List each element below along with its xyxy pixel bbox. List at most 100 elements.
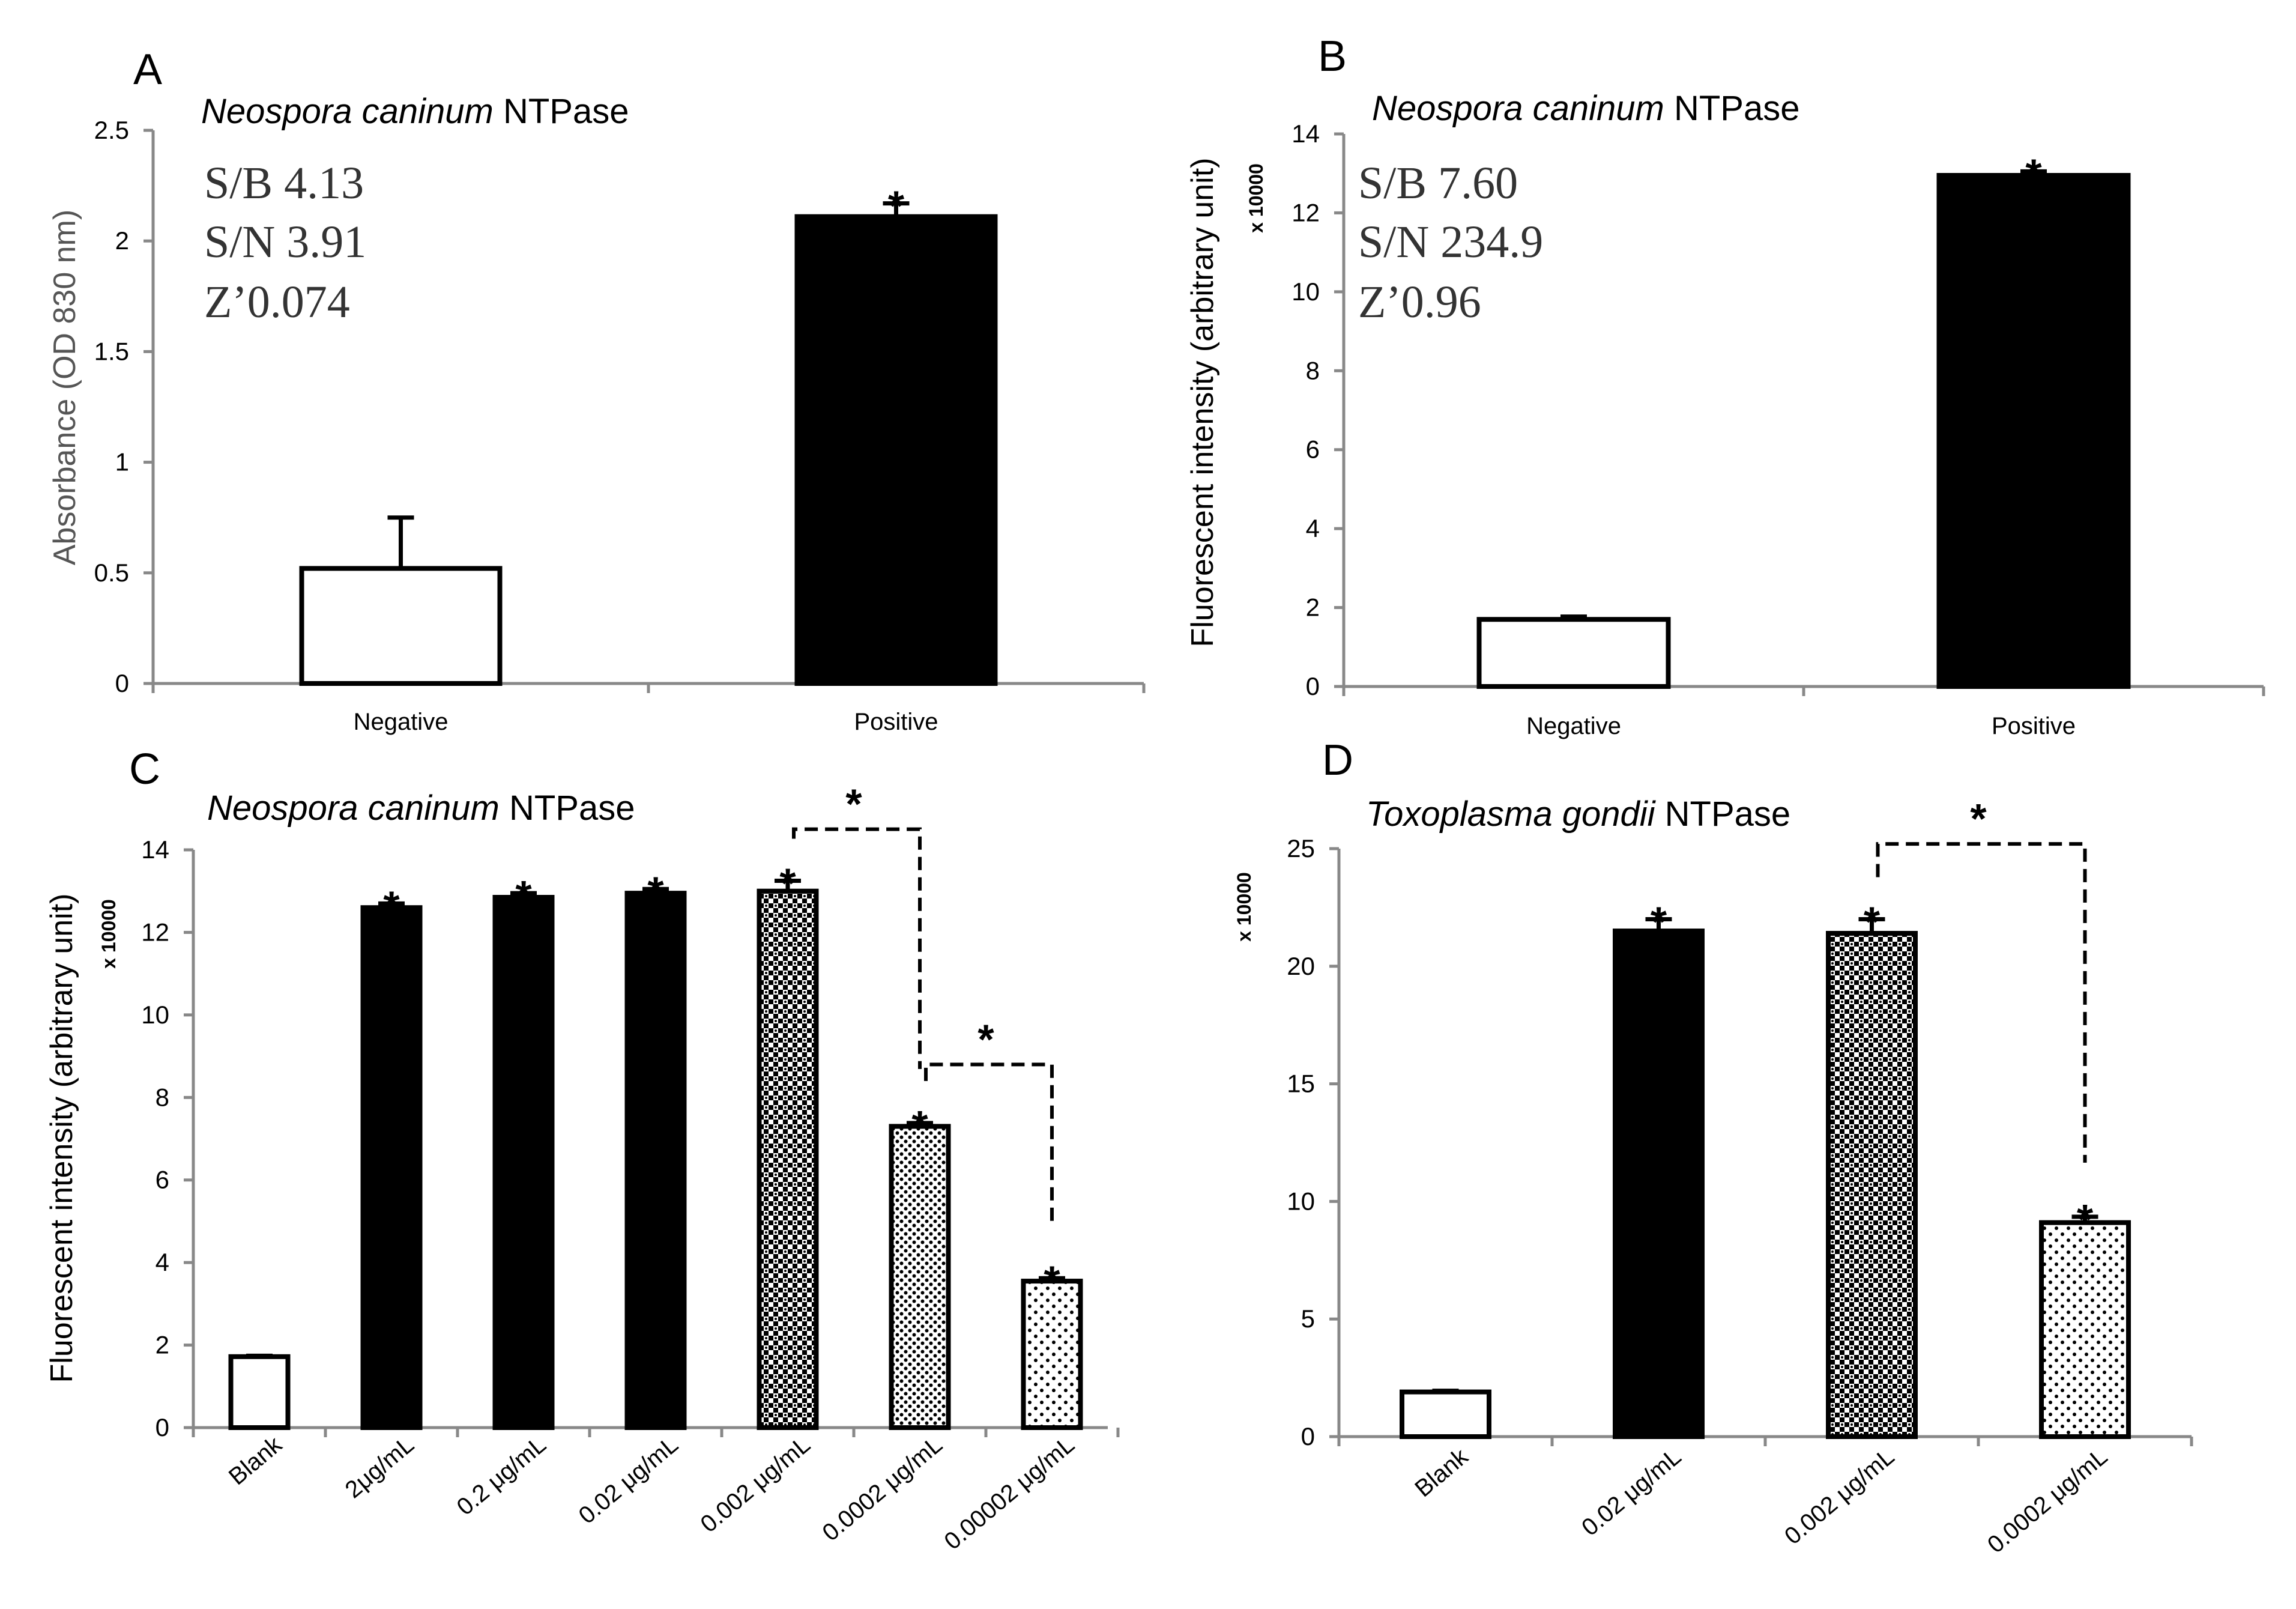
plot-area: 0 2 4 6 8 10 12 14 Blank * 2μg/mL * 0.2 μg/mL * 0.02 μ… <box>141 781 1120 1555</box>
category-label: 0.0002 μg/mL <box>1983 1443 2112 1558</box>
stat-line: S/N 234.9 <box>1358 217 1543 267</box>
bracket-star: * <box>845 781 862 828</box>
bar <box>360 905 423 1430</box>
y-tick-label: 2 <box>115 226 129 255</box>
error-bar <box>907 1121 933 1127</box>
y-tick-label: 10 <box>1287 1187 1315 1215</box>
category-label: 0.002 μg/mL <box>1780 1443 1899 1550</box>
panel-b: B Neospora caninum NTPase Fluorescent in… <box>1185 32 2265 739</box>
error-bar <box>1858 917 1885 933</box>
category-label: 0.002 μg/mL <box>696 1431 815 1538</box>
y-tick-label: 0.5 <box>94 559 129 587</box>
significance-star: * <box>2025 150 2042 197</box>
y-tick-label: 5 <box>1301 1304 1315 1333</box>
error-bar <box>1039 1276 1065 1282</box>
panel-letter: A <box>133 46 162 94</box>
y-tick-label: 8 <box>156 1083 169 1111</box>
y-axis-label: Absorbance (OD 830 nm) <box>47 210 82 566</box>
y-tick-label: 6 <box>1306 435 1320 464</box>
significance-bracket <box>792 827 922 1069</box>
panel-letter: B <box>1318 32 1347 80</box>
significance-star: * <box>1651 898 1667 945</box>
stat-line: S/B 4.13 <box>204 158 364 208</box>
error-bar <box>775 879 801 891</box>
y-tick-label: 10 <box>141 1001 169 1029</box>
significance-star: * <box>1864 898 1881 945</box>
stat-line: Z’0.96 <box>1358 277 1481 327</box>
category-label: Blank <box>224 1431 288 1491</box>
y-tick-label: 20 <box>1287 952 1315 980</box>
bar <box>299 566 503 686</box>
panel-letter: C <box>129 745 160 793</box>
category-label: 0.0002 μg/mL <box>817 1431 947 1546</box>
plot-area: 0 5 10 15 20 25 Blank * 0.02 μg/mL * 0.002 μg/mL * 0… <box>1287 795 2193 1559</box>
bar <box>794 214 998 686</box>
chart-title: Toxoplasma gondii NTPase <box>1366 795 1790 834</box>
category-label: 2μg/mL <box>340 1431 419 1503</box>
category-label: 0.02 μg/mL <box>574 1431 683 1529</box>
error-bar <box>2020 169 2047 175</box>
error-bar <box>1645 917 1672 932</box>
y-multiplier: x 10000 <box>1233 872 1255 942</box>
error-bar <box>883 201 910 217</box>
category-label: Positive <box>1992 713 2076 739</box>
plot-area: 0 2 4 6 8 10 12 14 Negative * Positive <box>1292 120 2265 739</box>
stat-line: Z’0.074 <box>204 277 350 327</box>
panel-d: D Toxoplasma gondii NTPase x 10000 0 5 10 1… <box>1233 736 2193 1559</box>
error-bar <box>378 901 405 908</box>
stat-line: S/B 7.60 <box>1358 158 1518 208</box>
y-tick-label: 6 <box>156 1166 169 1194</box>
panel-a: A Neospora caninum NTPase Absorbance (OD… <box>47 46 1146 735</box>
chart-title: Neospora caninum NTPase <box>207 789 635 828</box>
y-axis-label: Fluorescent intensity (arbitrary unit) <box>44 894 79 1383</box>
chart-title: Neospora caninum NTPase <box>201 92 629 131</box>
y-tick-label: 10 <box>1292 277 1320 306</box>
error-bar <box>642 886 669 894</box>
bracket-star: * <box>1970 795 1987 842</box>
error-bar <box>2071 1214 2098 1223</box>
error-bar <box>387 515 414 569</box>
y-tick-label: 25 <box>1287 834 1315 862</box>
bar <box>1021 1279 1083 1430</box>
y-tick-label: 2 <box>1306 593 1320 622</box>
error-bar <box>510 891 537 898</box>
significance-star: * <box>2077 1196 2094 1243</box>
y-tick-label: 0 <box>115 669 129 697</box>
significance-bracket <box>924 1062 1054 1225</box>
stat-line: S/N 3.91 <box>204 217 366 267</box>
y-tick-label: 12 <box>1292 198 1320 226</box>
error-bar <box>1432 1389 1459 1393</box>
bar <box>757 888 819 1430</box>
y-tick-label: 4 <box>156 1248 169 1276</box>
y-tick-label: 1.5 <box>94 337 129 365</box>
plot-area: 0 0.5 1 1.5 2 2.5 Negative * Positive <box>94 116 1146 735</box>
significance-bracket <box>1876 842 2087 1163</box>
y-axis-label: Fluorescent intensity (arbitrary unit) <box>1185 158 1220 647</box>
bar <box>2039 1220 2131 1440</box>
panel-letter: D <box>1322 736 1353 784</box>
significance-star: * <box>888 183 905 229</box>
significance-star: * <box>911 1102 928 1149</box>
bar <box>624 891 687 1430</box>
chart-title: Neospora caninum NTPase <box>1372 89 1799 128</box>
significance-star: * <box>647 868 664 915</box>
significance-star: * <box>779 860 796 907</box>
category-label: 0.00002 μg/mL <box>939 1431 1079 1555</box>
category-label: Blank <box>1410 1443 1473 1503</box>
significance-star: * <box>515 872 532 919</box>
bar <box>1826 930 1918 1439</box>
y-multiplier: x 10000 <box>1245 163 1267 233</box>
y-tick-label: 12 <box>141 918 169 946</box>
y-tick-label: 8 <box>1306 356 1320 384</box>
y-tick-label: 4 <box>1306 514 1320 542</box>
bar <box>1936 173 2131 689</box>
category-label: Negative <box>1526 713 1621 739</box>
y-tick-label: 2.5 <box>94 116 129 144</box>
category-label: Negative <box>354 709 449 735</box>
error-bar <box>1560 614 1587 620</box>
bar <box>1613 929 1705 1440</box>
bracket-star: * <box>977 1016 994 1062</box>
y-tick-label: 0 <box>1301 1422 1315 1450</box>
y-tick-label: 0 <box>1306 672 1320 700</box>
